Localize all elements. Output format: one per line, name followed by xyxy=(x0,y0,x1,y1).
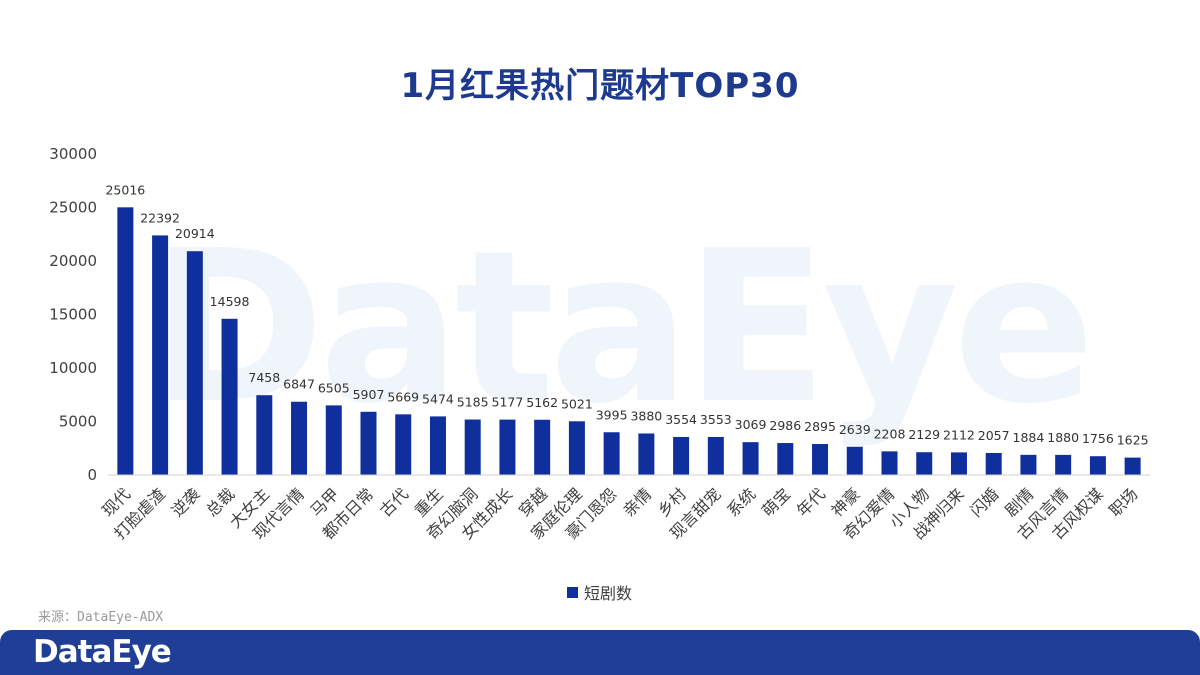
legend-swatch xyxy=(567,586,578,598)
value-label: 3880 xyxy=(630,408,662,423)
bar xyxy=(499,419,516,475)
value-label: 5162 xyxy=(526,395,558,410)
value-label: 2208 xyxy=(874,426,906,441)
x-tick-label: 亲情 xyxy=(619,484,655,520)
bar xyxy=(1055,454,1072,475)
value-label: 2112 xyxy=(943,427,975,442)
source-note: 来源：DataEye-ADX xyxy=(38,610,164,625)
value-label: 14598 xyxy=(210,294,250,309)
bar xyxy=(325,405,342,475)
x-tick-label: 逆袭 xyxy=(168,484,204,520)
x-tick-label: 职场 xyxy=(1105,484,1141,520)
value-label: 5185 xyxy=(457,395,489,410)
value-label: 2895 xyxy=(804,419,836,434)
bar xyxy=(291,401,308,475)
value-label: 2129 xyxy=(908,427,940,442)
y-axis-ticks: 0 5000 10000 15000 20000 25000 30000 xyxy=(49,145,97,484)
bar xyxy=(950,452,967,475)
value-label: 3995 xyxy=(596,407,628,422)
value-label: 5474 xyxy=(422,391,454,406)
x-axis-labels: 现代打脸虐渣逆袭总裁大女主现代言情马甲都市日常古代重生奇幻脑洞女性成长穿越家庭伦… xyxy=(98,484,1141,543)
value-label: 3553 xyxy=(700,412,732,427)
y-tick-label: 5000 xyxy=(59,413,97,431)
bar xyxy=(117,207,134,475)
bar xyxy=(256,395,273,475)
value-label: 20914 xyxy=(175,226,215,241)
bar xyxy=(812,444,829,475)
value-label: 5907 xyxy=(353,387,385,402)
bar xyxy=(985,452,1002,475)
value-label: 6505 xyxy=(318,380,350,395)
value-label: 1756 xyxy=(1082,431,1114,446)
bar xyxy=(638,433,655,475)
value-label: 1880 xyxy=(1047,430,1079,445)
bar xyxy=(707,436,724,475)
value-label: 6847 xyxy=(283,377,315,392)
bar xyxy=(395,414,412,475)
bar xyxy=(777,443,794,475)
bar xyxy=(221,318,238,475)
bars xyxy=(117,207,1141,475)
dataeye-logo: DataEye xyxy=(33,634,172,670)
bar xyxy=(1089,456,1106,475)
legend-label: 短剧数 xyxy=(584,584,633,603)
bar xyxy=(1020,454,1037,475)
x-tick-label: 系统 xyxy=(723,484,759,520)
bar xyxy=(846,446,863,475)
value-label: 3554 xyxy=(665,412,697,427)
bar xyxy=(464,419,481,475)
value-label: 5021 xyxy=(561,396,593,411)
bar xyxy=(534,419,551,475)
bar xyxy=(568,421,585,475)
value-label: 22392 xyxy=(140,210,180,225)
value-label: 2057 xyxy=(978,428,1010,443)
chart-title: 1月红果热门题材TOP30 xyxy=(400,66,800,106)
x-tick-label: 年代 xyxy=(793,484,829,520)
value-label: 1625 xyxy=(1117,433,1149,448)
bar xyxy=(673,436,690,475)
y-tick-label: 15000 xyxy=(49,306,97,324)
value-label: 2639 xyxy=(839,422,871,437)
value-label: 5177 xyxy=(492,395,524,410)
legend: 短剧数 xyxy=(567,580,632,604)
y-tick-label: 20000 xyxy=(49,252,97,270)
bar xyxy=(360,411,377,475)
value-label: 25016 xyxy=(105,182,145,197)
value-label: 3069 xyxy=(735,417,767,432)
bar xyxy=(603,432,620,475)
bar xyxy=(152,235,169,475)
bar xyxy=(881,451,898,475)
value-label: 1884 xyxy=(1013,430,1045,445)
bar xyxy=(186,251,203,475)
watermark: DataEye xyxy=(150,205,1096,450)
y-tick-label: 25000 xyxy=(49,199,97,217)
bar xyxy=(1124,457,1141,475)
value-label: 5669 xyxy=(387,389,419,404)
bar-chart: 0 5000 10000 15000 20000 25000 30000 25016 2239… xyxy=(49,145,1150,543)
value-label: 7458 xyxy=(248,370,280,385)
footer-bar: DataEye xyxy=(0,630,1200,675)
x-tick-label: 古代 xyxy=(376,484,412,520)
y-tick-label: 10000 xyxy=(49,359,97,377)
y-tick-label: 30000 xyxy=(49,145,97,163)
value-label: 2986 xyxy=(769,418,801,433)
x-tick-label: 闪婚 xyxy=(966,484,1002,520)
x-tick-label: 萌宝 xyxy=(758,484,794,520)
bar xyxy=(742,442,759,475)
y-tick-label: 0 xyxy=(87,466,97,484)
bar xyxy=(429,416,446,475)
bar xyxy=(916,452,933,475)
